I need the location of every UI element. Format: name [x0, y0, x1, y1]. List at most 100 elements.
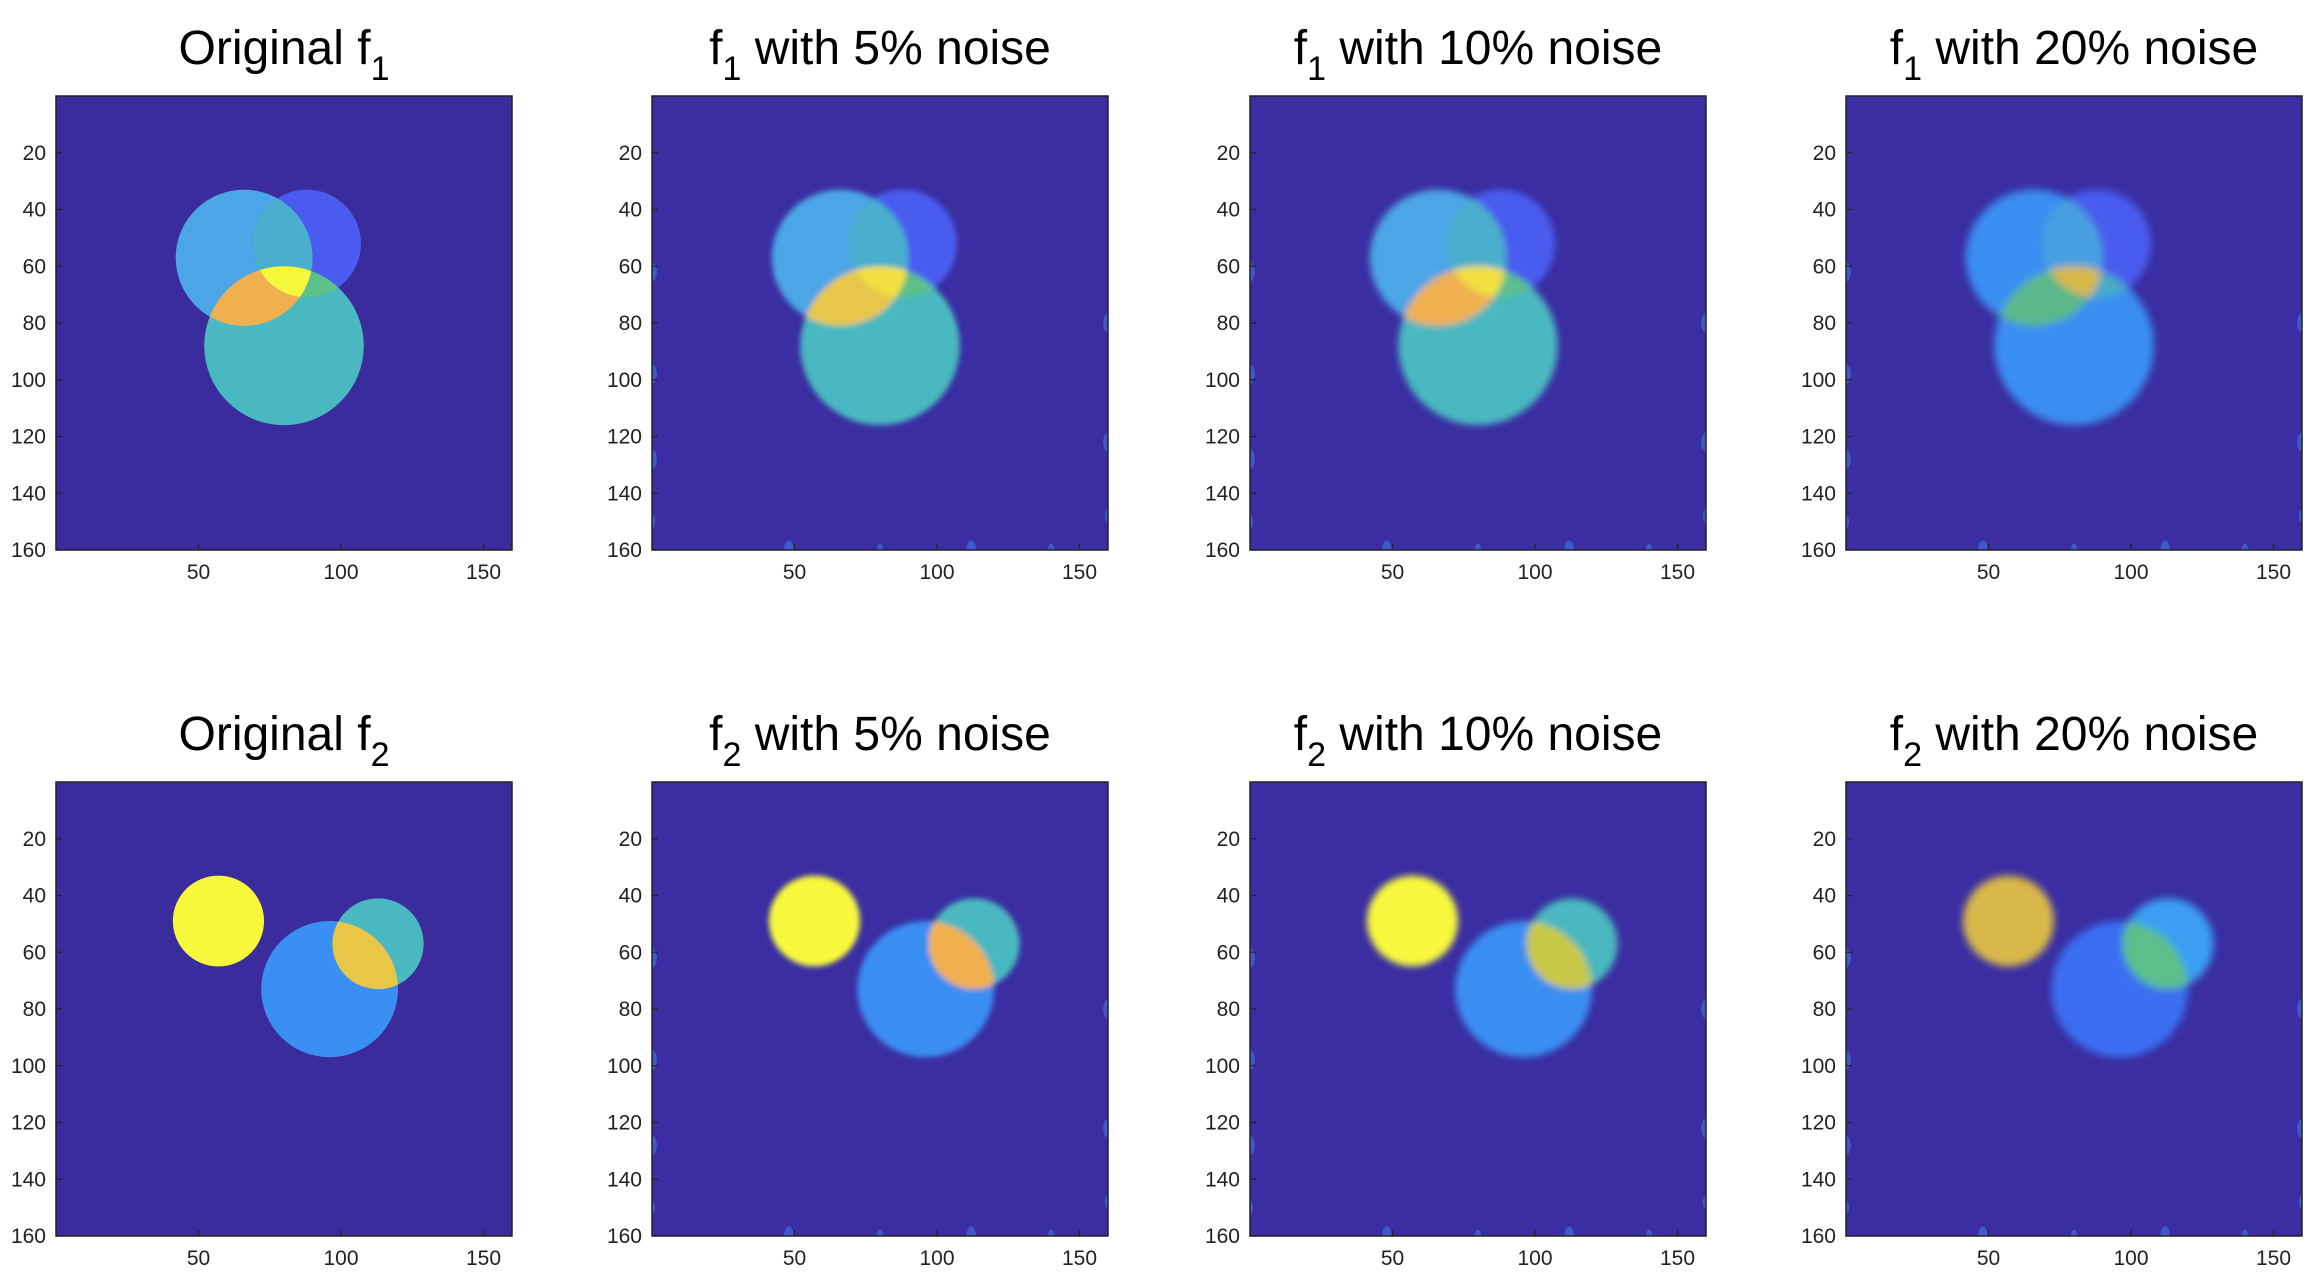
- overlap-region: [2122, 921, 2189, 990]
- y-tick-label: 80: [23, 998, 46, 1021]
- y-tick-label: 120: [11, 1112, 46, 1135]
- y-tick-label: 20: [1813, 142, 1836, 165]
- y-tick-label: 80: [619, 998, 642, 1021]
- x-tick-label: 100: [1517, 1247, 1552, 1270]
- x-tick-label: 50: [783, 561, 806, 584]
- y-tick-label: 160: [1801, 1225, 1836, 1248]
- y-tick-label: 120: [1205, 426, 1240, 449]
- y-tick-label: 20: [1813, 828, 1836, 851]
- y-tick-label: 40: [619, 199, 642, 222]
- x-tick-label: 50: [1977, 561, 2000, 584]
- heatmap-layer: [1250, 189, 1706, 550]
- x-tick-label: 100: [323, 1247, 358, 1270]
- y-tick-label: 140: [1205, 482, 1240, 505]
- y-tick-label: 140: [1801, 482, 1836, 505]
- x-tick-label: 150: [1062, 1247, 1097, 1270]
- y-tick-label: 140: [11, 1168, 46, 1191]
- edge-artifacts: [1846, 948, 2302, 1236]
- x-tick-label: 150: [1660, 1247, 1695, 1270]
- x-tick-label: 150: [1062, 561, 1097, 584]
- x-tick-label: 50: [1381, 1247, 1404, 1270]
- edge-artifacts: [1250, 948, 1706, 1236]
- heatmap-layer: [172, 875, 424, 1058]
- edge-artifacts: [652, 948, 1108, 1236]
- y-tick-label: 140: [1205, 1168, 1240, 1191]
- x-tick-label: 100: [919, 1247, 954, 1270]
- y-tick-label: 120: [11, 426, 46, 449]
- y-tick-label: 160: [11, 1225, 46, 1248]
- x-tick-label: 150: [1660, 561, 1695, 584]
- y-tick-label: 20: [23, 142, 46, 165]
- y-tick-label: 60: [1217, 255, 1240, 278]
- x-tick-label: 100: [2113, 1247, 2148, 1270]
- y-tick-label: 100: [11, 1055, 46, 1078]
- y-tick-label: 160: [1205, 539, 1240, 562]
- y-tick-label: 120: [607, 426, 642, 449]
- y-tick-label: 120: [607, 1112, 642, 1135]
- y-tick-label: 60: [1813, 941, 1836, 964]
- edge-artifacts: [1846, 262, 2302, 550]
- y-tick-label: 80: [1217, 312, 1240, 335]
- region-circle-1: [768, 875, 861, 967]
- x-tick-label: 50: [1977, 1247, 2000, 1270]
- y-tick-label: 160: [1801, 539, 1836, 562]
- y-tick-label: 100: [11, 369, 46, 392]
- y-tick-label: 140: [607, 1168, 642, 1191]
- x-tick-label: 50: [783, 1247, 806, 1270]
- y-tick-label: 40: [23, 199, 46, 222]
- x-tick-label: 100: [2113, 561, 2148, 584]
- y-tick-label: 20: [1217, 142, 1240, 165]
- x-tick-label: 150: [2256, 1247, 2291, 1270]
- panel-1-4: 20 40 60 80 100 120 140 160 50 100 150 f1 with 20% …: [1801, 22, 2303, 584]
- x-tick-label: 150: [466, 1247, 501, 1270]
- heatmap-layer: [652, 189, 1108, 550]
- panel-1-1: 20 40 60 80 100 120 140 160 50 100 150 Original f1: [11, 22, 513, 584]
- x-tick-label: 50: [187, 1247, 210, 1270]
- panel-2-2: 20 40 60 80 100 120 140 160 50 100 150 f2 with 5% n…: [607, 708, 1109, 1270]
- y-tick-label: 20: [619, 828, 642, 851]
- y-tick-label: 100: [1801, 1055, 1836, 1078]
- y-tick-label: 160: [607, 1225, 642, 1248]
- y-tick-label: 20: [23, 828, 46, 851]
- x-tick-label: 150: [466, 561, 501, 584]
- panel-title: f1 with 20% noise: [1890, 22, 2258, 88]
- overlap-region: [928, 921, 994, 990]
- panel-title: f2 with 20% noise: [1890, 708, 2258, 774]
- heatmap-layer: [1846, 875, 2302, 1236]
- x-tick-label: 150: [2256, 561, 2291, 584]
- region-circle-1: [172, 875, 265, 967]
- y-tick-label: 40: [1813, 885, 1836, 908]
- overlap-region: [1526, 921, 1592, 990]
- y-tick-label: 140: [11, 482, 46, 505]
- y-tick-label: 80: [23, 312, 46, 335]
- y-tick-label: 120: [1801, 426, 1836, 449]
- y-tick-label: 140: [607, 482, 642, 505]
- y-tick-label: 80: [1813, 312, 1836, 335]
- y-tick-label: 60: [619, 941, 642, 964]
- y-tick-label: 60: [23, 255, 46, 278]
- panel-1-2: 20 40 60 80 100 120 140 160 50 100 150 f1 with 5% n…: [607, 22, 1109, 584]
- y-tick-label: 40: [1217, 199, 1240, 222]
- y-tick-label: 120: [1801, 1112, 1836, 1135]
- overlap-region: [1398, 266, 1507, 326]
- y-tick-label: 60: [1217, 941, 1240, 964]
- panel-1-3: 20 40 60 80 100 120 140 160 50 100 150 f1 with 10% …: [1205, 22, 1707, 584]
- edge-artifacts: [652, 262, 1108, 550]
- region-circle-1: [1962, 875, 2055, 967]
- panel-title: f2 with 5% noise: [709, 708, 1051, 774]
- region-circle-1: [1366, 875, 1459, 967]
- y-tick-label: 120: [1205, 1112, 1240, 1135]
- heatmap-layer: [1846, 189, 2302, 550]
- panel-2-3: 20 40 60 80 100 120 140 160 50 100 150 f2 with 10% …: [1205, 708, 1707, 1270]
- y-tick-label: 80: [1217, 998, 1240, 1021]
- y-tick-label: 80: [619, 312, 642, 335]
- panel-title: f1 with 10% noise: [1294, 22, 1662, 88]
- x-tick-label: 50: [187, 561, 210, 584]
- y-tick-label: 100: [1801, 369, 1836, 392]
- y-tick-label: 40: [1217, 885, 1240, 908]
- overlap-region: [204, 266, 313, 326]
- x-tick-label: 100: [919, 561, 954, 584]
- heatmap-layer: [175, 189, 364, 426]
- heatmap-layer: [652, 875, 1108, 1236]
- y-tick-label: 140: [1801, 1168, 1836, 1191]
